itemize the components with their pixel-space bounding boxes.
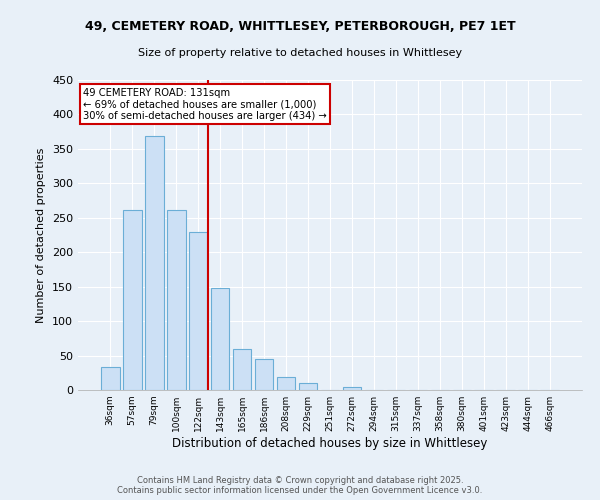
Bar <box>277 377 295 390</box>
Text: 49, CEMETERY ROAD, WHITTLESEY, PETERBOROUGH, PE7 1ET: 49, CEMETERY ROAD, WHITTLESEY, PETERBORO… <box>85 20 515 33</box>
X-axis label: Distribution of detached houses by size in Whittlesey: Distribution of detached houses by size … <box>172 437 488 450</box>
Text: Contains HM Land Registry data © Crown copyright and database right 2025.
Contai: Contains HM Land Registry data © Crown c… <box>118 476 482 495</box>
Y-axis label: Number of detached properties: Number of detached properties <box>37 148 46 322</box>
Bar <box>101 368 119 390</box>
Bar <box>123 210 142 390</box>
Bar <box>299 383 317 390</box>
Text: 49 CEMETERY ROAD: 131sqm
← 69% of detached houses are smaller (1,000)
30% of sem: 49 CEMETERY ROAD: 131sqm ← 69% of detach… <box>83 88 327 121</box>
Bar <box>343 386 361 390</box>
Bar <box>189 232 208 390</box>
Bar <box>255 359 274 390</box>
Bar <box>167 210 185 390</box>
Text: Size of property relative to detached houses in Whittlesey: Size of property relative to detached ho… <box>138 48 462 58</box>
Bar <box>145 136 164 390</box>
Bar <box>211 288 229 390</box>
Bar <box>233 348 251 390</box>
